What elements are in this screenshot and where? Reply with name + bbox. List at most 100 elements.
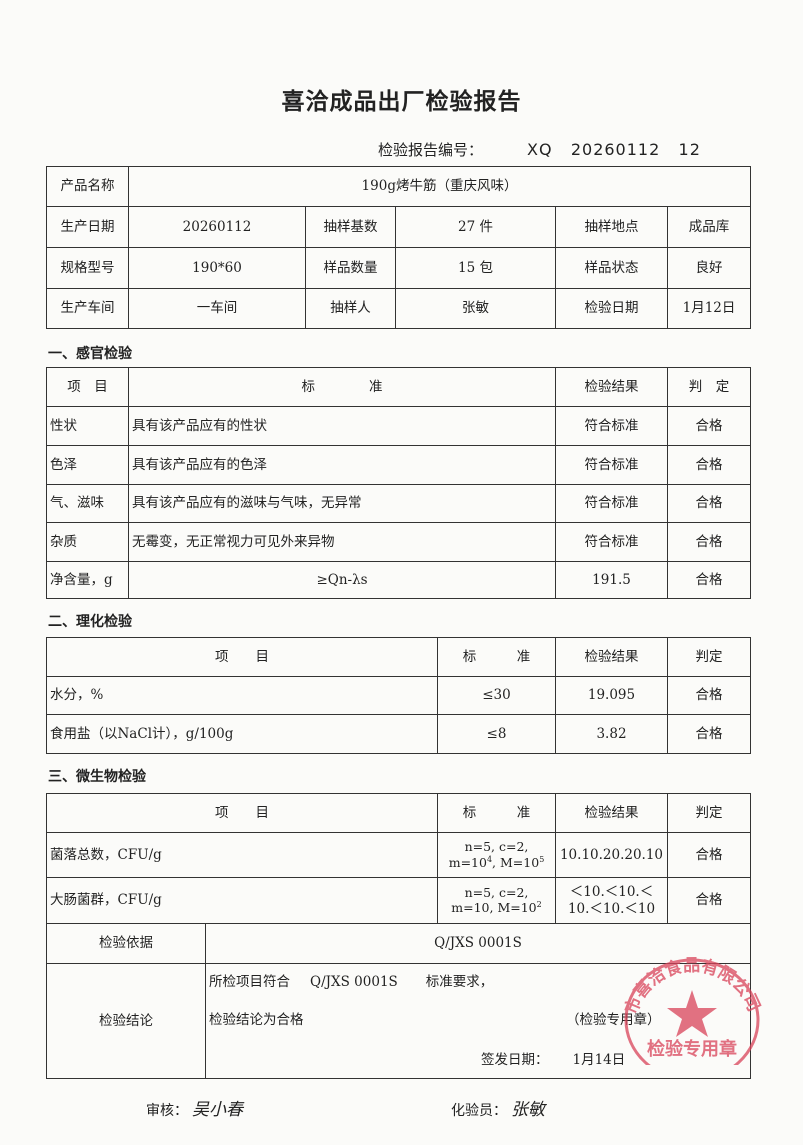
exponent: 4 xyxy=(486,854,493,864)
cell: 合格 xyxy=(667,714,751,754)
section-heading-physchem: 二、理化检验 xyxy=(48,614,132,630)
tester-name: 张敏 xyxy=(511,1100,545,1120)
cell: 合格 xyxy=(667,877,751,924)
tester-label: 化验员： xyxy=(451,1103,507,1119)
product-name: 190g烤牛筋（重庆风味） xyxy=(127,166,752,207)
conclusion-line2: 检验结论为合格 xyxy=(209,1012,304,1028)
cell: 10.10.20.20.10 xyxy=(555,832,668,878)
test-date: 1月12日 xyxy=(666,288,752,329)
cell: 色泽 xyxy=(46,445,129,485)
label: 样品数量 xyxy=(305,247,396,289)
basis-label: 检验依据 xyxy=(46,923,206,964)
cell: 合格 xyxy=(667,406,751,446)
sample-qty: 15 包 xyxy=(395,247,556,289)
table-row: 气、滋味 具有该产品应有的滋味与气味，无异常 符合标准 合格 xyxy=(46,484,751,523)
sample-base: 27 件 xyxy=(395,206,556,248)
cell: 符合标准 xyxy=(555,406,668,446)
table-row: 性状 具有该产品应有的性状 符合标准 合格 xyxy=(46,406,751,446)
cell: 净含量，g xyxy=(46,561,129,599)
info-table: 产品名称 190g烤牛筋（重庆风味） 生产日期 20260112 抽样基数 27 件抽样… xyxy=(46,166,752,329)
text: 标准要求， xyxy=(425,974,494,990)
reviewer-signature: 审核： 吴小春 xyxy=(146,1095,243,1120)
col-header: 项 目 xyxy=(46,637,438,677)
cell: 合格 xyxy=(667,445,751,485)
conclusion-label: 检验结论 xyxy=(46,963,206,1079)
cell: 具有该产品应有的性状 xyxy=(128,406,556,446)
label: 抽样地点 xyxy=(555,206,668,248)
section-heading-micro: 三、微生物检验 xyxy=(48,769,146,785)
sampler: 张敏 xyxy=(395,288,556,329)
col-header: 判定 xyxy=(667,637,751,677)
exponent: 2 xyxy=(536,900,542,910)
reviewer-label: 审核： xyxy=(146,1103,188,1119)
seal-center-text: 检验专用章 xyxy=(647,1038,737,1060)
cell: ≤30 xyxy=(437,676,556,715)
table-row: 菌落总数，CFU/g n=5, c=2, m=104, M=105 10.10.20.… xyxy=(46,832,751,878)
cell: 具有该产品应有的色泽 xyxy=(128,445,556,485)
std-part: m=10 xyxy=(448,855,487,871)
report-number-value: XQ 20260112 12 xyxy=(527,140,701,159)
col-header: 项 目 xyxy=(46,793,438,833)
label: 生产日期 xyxy=(46,206,129,248)
seal-ring xyxy=(624,958,760,1065)
sensory-table: 项 目标 准检验结果判 定 性状 具有该产品应有的性状 符合标准 合格 色泽 具有该产品… xyxy=(46,367,751,599)
section-heading-sensory: 一、感官检验 xyxy=(48,346,132,362)
cell: ≤8 xyxy=(437,714,556,754)
cell: 菌落总数，CFU/g xyxy=(46,832,438,878)
sample-state: 良好 xyxy=(666,247,752,289)
cell: 191.5 xyxy=(555,561,668,599)
cell: 合格 xyxy=(667,832,751,878)
workshop: 一车间 xyxy=(128,288,306,329)
cell: ≥Qn-λs xyxy=(128,561,556,599)
std-line: n=5, c=2, xyxy=(464,839,529,855)
col-header: 判定 xyxy=(667,793,751,833)
col-header: 标 准 xyxy=(437,637,556,677)
tester-signature: 化验员： 张敏 xyxy=(451,1095,545,1120)
std-line: n=5, c=2, xyxy=(464,884,529,900)
label: 样品状态 xyxy=(555,247,668,289)
physchem-table: 项 目标 准检验结果 判定 水分，% ≤30 19.095 合格 食用盐（以NaCl计）… xyxy=(46,637,751,754)
cell: 气、滋味 xyxy=(46,484,129,523)
cell: 合格 xyxy=(667,484,751,523)
cell: 具有该产品应有的滋味与气味，无异常 xyxy=(128,484,556,523)
sample-place: 成品库 xyxy=(666,206,752,248)
cell: 19.095 xyxy=(555,676,668,715)
label: 产品名称 xyxy=(46,166,129,207)
issue-date: 签发日期： 1月14日 xyxy=(481,1052,625,1069)
std-part: , M=10 xyxy=(492,855,540,871)
col-header: 项 目 xyxy=(46,367,129,407)
spec: 190*60 xyxy=(128,247,306,289)
std-part: m=10, M=10 xyxy=(451,900,537,916)
report-title: 喜洽成品出厂检验报告 xyxy=(281,89,522,115)
text: Q/JXS 0001S xyxy=(310,974,398,990)
table-row: 净含量，g ≥Qn-λs 191.5 合格 xyxy=(46,561,751,599)
label: 检验日期 xyxy=(555,288,668,329)
conclusion-line1: 所检项目符合 Q/JXS 0001S 标准要求， xyxy=(209,974,493,991)
report-number-label: 检验报告编号： xyxy=(378,141,484,159)
cell: 符合标准 xyxy=(555,522,668,562)
col-header: 标 准 xyxy=(128,367,556,407)
cell: 符合标准 xyxy=(555,445,668,485)
label: 抽样人 xyxy=(305,288,396,329)
report-number: 检验报告编号： XQ 20260112 12 xyxy=(378,139,701,160)
issue-label: 签发日期： xyxy=(481,1052,549,1068)
exponent: 5 xyxy=(539,854,545,864)
col-header: 判 定 xyxy=(667,367,751,407)
cell: n=5, c=2, m=104, M=105 xyxy=(437,832,556,878)
table-row: 色泽 具有该产品应有的色泽 符合标准 合格 xyxy=(46,445,751,485)
conclusion-cell: 所检项目符合 Q/JXS 0001S 标准要求， 检验结论为合格 （检验专用章） 签… xyxy=(205,963,751,1079)
cell: 大肠菌群，CFU/g xyxy=(46,877,438,924)
cell: 无霉变，无正常视力可见外来异物 xyxy=(128,522,556,562)
cell: 3.82 xyxy=(555,714,668,754)
cell: 杂质 xyxy=(46,522,129,562)
label: 规格型号 xyxy=(46,247,129,289)
star-icon xyxy=(667,990,717,1037)
cell: 合格 xyxy=(667,561,751,599)
col-header: 检验结果 xyxy=(555,637,668,677)
micro-table: 项 目标 准检验结果 判定 菌落总数，CFU/g n=5, c=2, m=104, M… xyxy=(46,793,751,1079)
stamp-note: （检验专用章） xyxy=(566,1012,661,1028)
label: 抽样基数 xyxy=(305,206,396,248)
table-row: 食用盐（以NaCl计），g/100g ≤8 3.82 合格 xyxy=(46,714,751,754)
col-header: 检验结果 xyxy=(555,793,668,833)
cell: 水分，% xyxy=(46,676,438,715)
